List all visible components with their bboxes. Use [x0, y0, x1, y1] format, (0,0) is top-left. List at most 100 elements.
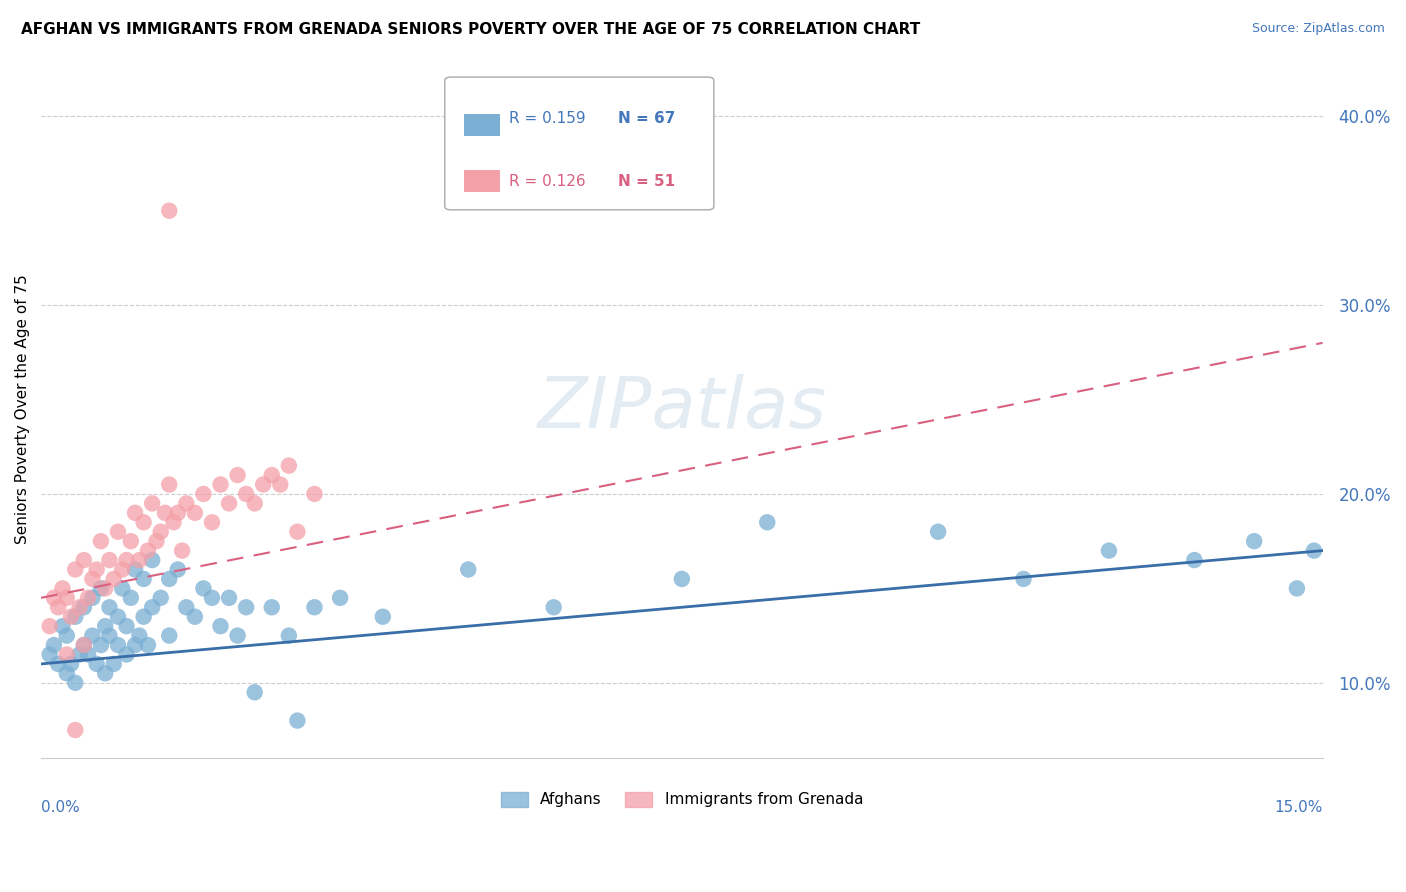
Text: N = 67: N = 67 — [617, 111, 675, 126]
Point — [218, 591, 240, 605]
Point — [287, 714, 309, 728]
Point — [103, 572, 125, 586]
Point — [65, 675, 87, 690]
Text: R = 0.126: R = 0.126 — [509, 174, 585, 189]
Point — [82, 629, 104, 643]
Point — [94, 666, 117, 681]
Point — [82, 572, 104, 586]
Point — [145, 534, 167, 549]
Point — [115, 648, 138, 662]
Point — [756, 516, 779, 530]
Point — [124, 638, 146, 652]
Point — [90, 638, 112, 652]
Point — [73, 600, 96, 615]
Point — [38, 619, 60, 633]
Point — [46, 657, 69, 671]
FancyBboxPatch shape — [464, 170, 501, 193]
Point — [124, 506, 146, 520]
Point — [157, 572, 180, 586]
Point — [1012, 572, 1035, 586]
Point — [103, 657, 125, 671]
Point — [304, 600, 326, 615]
Point — [157, 629, 180, 643]
Point — [457, 562, 479, 576]
Point — [543, 600, 565, 615]
Point — [55, 666, 77, 681]
Point — [73, 638, 96, 652]
Point — [671, 572, 693, 586]
Point — [94, 582, 117, 596]
Point — [277, 629, 299, 643]
Point — [226, 468, 249, 483]
Text: 15.0%: 15.0% — [1274, 800, 1323, 815]
FancyBboxPatch shape — [444, 77, 714, 210]
Point — [86, 657, 108, 671]
Point — [260, 468, 283, 483]
Point — [226, 629, 249, 643]
Legend: Afghans, Immigrants from Grenada: Afghans, Immigrants from Grenada — [495, 785, 869, 814]
Point — [86, 562, 108, 576]
Point — [157, 203, 180, 218]
Point — [111, 582, 134, 596]
Point — [1303, 543, 1326, 558]
Point — [1285, 582, 1308, 596]
Point — [243, 685, 266, 699]
Point — [149, 524, 172, 539]
Point — [107, 638, 129, 652]
Point — [304, 487, 326, 501]
Point — [73, 553, 96, 567]
Point — [201, 591, 224, 605]
Point — [193, 582, 215, 596]
Point — [82, 591, 104, 605]
Point — [65, 609, 87, 624]
Point — [1182, 553, 1205, 567]
Point — [65, 562, 87, 576]
Point — [132, 609, 155, 624]
Point — [38, 648, 60, 662]
Point — [162, 516, 184, 530]
Point — [55, 629, 77, 643]
Text: ZIPatlas: ZIPatlas — [537, 375, 827, 443]
Point — [60, 609, 83, 624]
Point — [128, 553, 150, 567]
Point — [111, 562, 134, 576]
FancyBboxPatch shape — [464, 114, 501, 136]
Point — [98, 553, 121, 567]
Text: Source: ZipAtlas.com: Source: ZipAtlas.com — [1251, 22, 1385, 36]
Point — [51, 619, 73, 633]
Point — [141, 496, 163, 510]
Point — [277, 458, 299, 473]
Text: N = 51: N = 51 — [617, 174, 675, 189]
Point — [176, 496, 198, 510]
Point — [77, 648, 100, 662]
Point — [184, 506, 207, 520]
Point — [77, 591, 100, 605]
Point — [132, 572, 155, 586]
Point — [141, 553, 163, 567]
Point — [120, 534, 142, 549]
Point — [94, 619, 117, 633]
Point — [65, 723, 87, 737]
Point — [243, 496, 266, 510]
Point — [90, 534, 112, 549]
Point — [260, 600, 283, 615]
Point — [115, 553, 138, 567]
Point — [218, 496, 240, 510]
Point — [69, 600, 91, 615]
Point — [42, 591, 65, 605]
Point — [73, 638, 96, 652]
Point — [55, 591, 77, 605]
Point — [136, 638, 159, 652]
Text: 0.0%: 0.0% — [41, 800, 80, 815]
Point — [115, 619, 138, 633]
Point — [124, 562, 146, 576]
Point — [149, 591, 172, 605]
Point — [193, 487, 215, 501]
Point — [98, 629, 121, 643]
Point — [136, 543, 159, 558]
Point — [120, 591, 142, 605]
Point — [42, 638, 65, 652]
Point — [1243, 534, 1265, 549]
Point — [201, 516, 224, 530]
Point — [927, 524, 949, 539]
